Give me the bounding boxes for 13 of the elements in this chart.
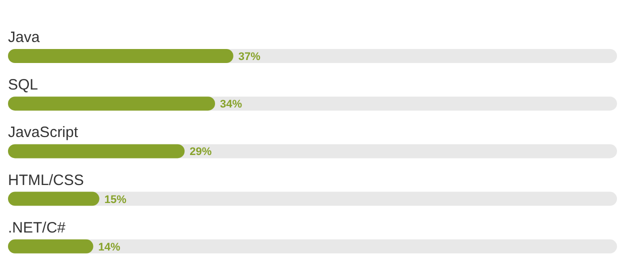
bar [8, 239, 94, 254]
y-tick-label: Java [8, 29, 40, 46]
data-label: 37% [238, 51, 261, 63]
data-label: 29% [190, 146, 212, 158]
y-tick-label: HTML/CSS [8, 172, 84, 189]
y-tick-label: .NET/C# [8, 219, 66, 236]
bar [8, 144, 185, 158]
y-tick-label: JavaScript [8, 124, 79, 142]
bar [8, 192, 100, 206]
data-label: 15% [104, 194, 127, 206]
data-label: 34% [220, 98, 242, 111]
y-tick-label: SQL [8, 76, 38, 94]
data-label: 14% [98, 241, 120, 254]
